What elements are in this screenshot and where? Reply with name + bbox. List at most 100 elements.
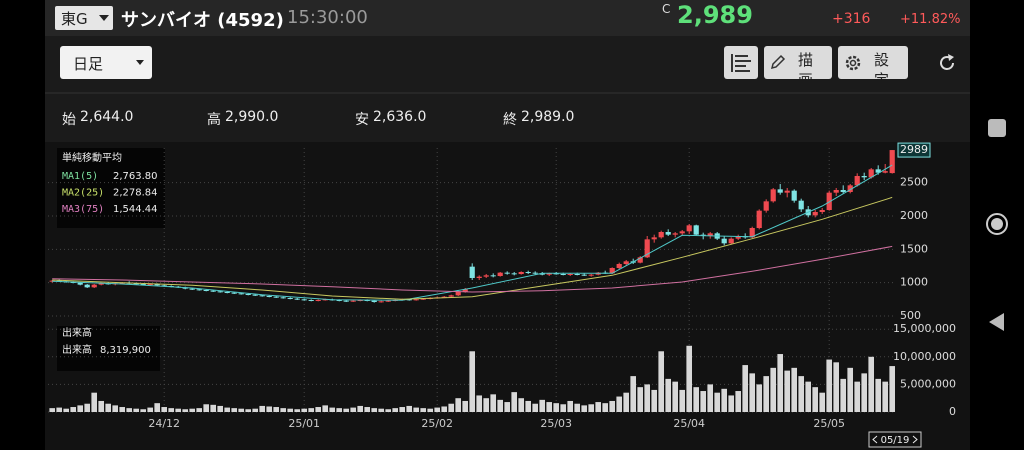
volume-bar: [252, 408, 258, 412]
draw-button[interactable]: 描画: [764, 46, 832, 79]
volume-bar: [532, 403, 538, 412]
volume-bar: [392, 408, 398, 412]
volume-bar: [105, 403, 111, 412]
candle-body: [49, 280, 55, 282]
dropdown-arrow: [99, 15, 109, 21]
volume-bar: [469, 351, 475, 412]
volume-bar: [588, 404, 594, 412]
candle-body: [147, 284, 153, 285]
volume-bar: [154, 403, 160, 412]
change-percent: +11.82%: [900, 12, 961, 27]
candle-body: [413, 299, 419, 301]
volume-bar: [224, 407, 230, 412]
candle-body: [371, 300, 377, 302]
candle-body: [560, 274, 566, 275]
volume-bar: [77, 405, 83, 412]
volume-bar: [434, 407, 440, 412]
candle-body: [721, 238, 727, 244]
ohlc-value: 2,636.0: [373, 109, 427, 125]
volume-bar: [98, 400, 104, 412]
volume-bar: [525, 400, 531, 412]
ma-legend-box: [57, 148, 165, 228]
legend-value: 1,544.44: [113, 204, 158, 215]
volume-bar: [357, 405, 363, 412]
pencil-icon: [770, 54, 786, 70]
candle-body: [504, 272, 510, 274]
refresh-button[interactable]: [936, 52, 958, 74]
volume-bar: [490, 394, 496, 412]
exchange-select[interactable]: 東G: [55, 6, 113, 30]
candle-body: [539, 273, 545, 275]
exchange: 東G: [61, 10, 88, 28]
volume-bar: [406, 405, 412, 412]
settings-button[interactable]: 設定: [838, 46, 908, 79]
volume-bar: [833, 362, 839, 412]
candle-body: [616, 264, 622, 268]
legend-value: 2,278.84: [113, 188, 158, 199]
volume-bar: [679, 389, 685, 412]
candle-body: [336, 300, 342, 301]
candle-body: [875, 169, 881, 173]
volume-bar: [175, 408, 181, 412]
candle-body: [238, 293, 244, 295]
candle-body: [315, 300, 321, 301]
candle-body: [287, 298, 293, 299]
legend-name: MA2(25): [62, 188, 104, 199]
candle-body: [343, 300, 349, 302]
candle-body: [763, 201, 769, 211]
volume-bar: [203, 404, 209, 412]
volume-bar: [735, 391, 741, 412]
volume-bar: [651, 389, 657, 412]
volume-bar: [441, 406, 447, 412]
candle-body: [847, 185, 853, 192]
candle-body: [189, 288, 195, 290]
volume-bar: [770, 367, 776, 412]
x-tick-label: 24/12: [148, 417, 180, 430]
candle-body: [245, 294, 251, 295]
volume-bar: [168, 408, 174, 412]
candle-body: [812, 212, 818, 216]
candle-body: [623, 261, 629, 264]
y-tick-label: 5,000,000: [900, 377, 956, 390]
ma-line: [52, 245, 893, 293]
cursor-date[interactable]: 05/19: [868, 431, 922, 448]
candle-body: [511, 273, 517, 275]
current-price-label: 2989: [900, 143, 928, 156]
candle-body: [385, 300, 391, 302]
candle-body: [308, 300, 314, 301]
candle-body: [784, 190, 790, 193]
candle-body: [889, 150, 895, 174]
candle-body: [798, 200, 804, 210]
volume-bar: [707, 384, 713, 412]
volume-bar: [889, 366, 895, 412]
candle-body: [658, 232, 664, 238]
candle-body: [791, 190, 797, 201]
volume-bar: [749, 373, 755, 412]
nav-home-dot: [991, 218, 1003, 230]
volume-bar: [63, 408, 69, 412]
nav-home[interactable]: [986, 213, 1008, 235]
volume-bar: [49, 408, 55, 412]
volume-bar: [196, 408, 202, 412]
x-tick-label: 25/05: [813, 417, 845, 430]
candle-body: [693, 225, 699, 235]
dropdown-arrow: [136, 60, 144, 65]
ohlc-label: 高: [207, 112, 221, 128]
indicator-button[interactable]: [724, 46, 758, 79]
volume-bar: [798, 376, 804, 412]
legend-name: MA3(75): [62, 204, 104, 215]
volume-bar: [756, 384, 762, 412]
volume-bar: [665, 378, 671, 412]
candle-body: [378, 301, 384, 303]
candle-body: [735, 236, 741, 239]
cursor-prev: [872, 435, 878, 444]
nav-back[interactable]: [989, 313, 1004, 331]
period-select[interactable]: 日足: [60, 46, 152, 79]
candle-body: [280, 297, 286, 299]
volume-bar: [371, 408, 377, 412]
volume-bar: [854, 381, 860, 412]
volume-bar: [805, 381, 811, 412]
cursor-next: [912, 435, 918, 444]
nav-recent[interactable]: [988, 119, 1006, 137]
candle-body: [294, 298, 300, 300]
